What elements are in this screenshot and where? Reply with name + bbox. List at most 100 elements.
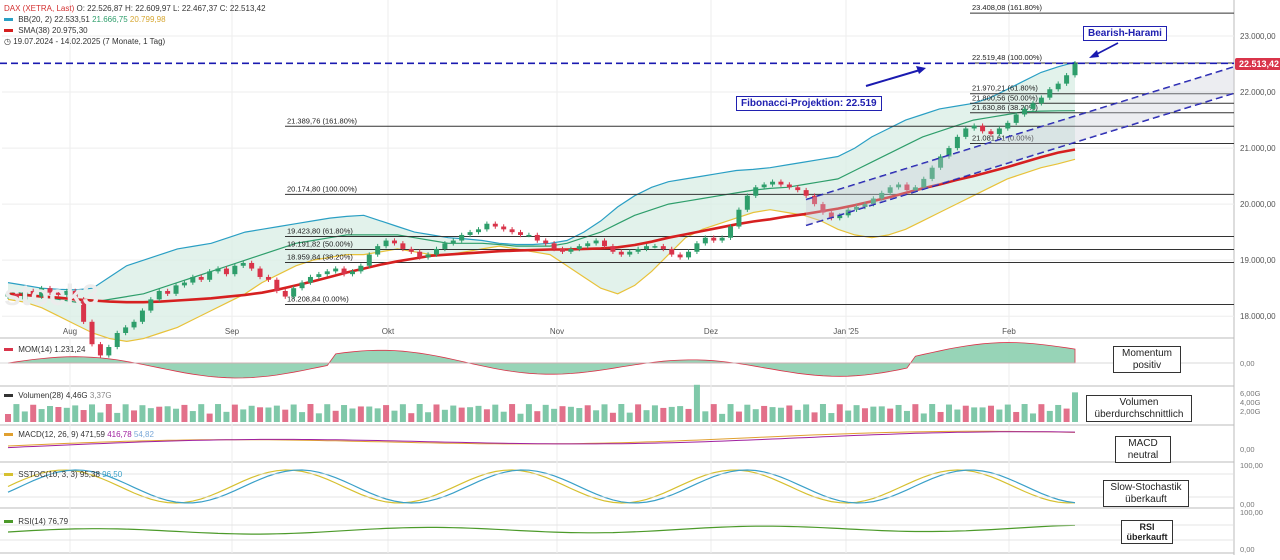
candle-body: [543, 240, 549, 244]
price-tick-label: 21.000,00: [1240, 144, 1276, 153]
candle-body: [702, 237, 708, 244]
candle-body: [711, 237, 717, 241]
volume-bar: [349, 408, 356, 422]
candle-body: [1030, 103, 1036, 109]
candle-body: [484, 223, 490, 230]
candle-body: [417, 251, 423, 258]
volume-bar: [1021, 404, 1028, 422]
macd-label: MACD(12, 26, 9): [18, 430, 79, 439]
candle-body: [207, 271, 213, 280]
price-tick-label: 20.000,00: [1240, 200, 1276, 209]
candle-body: [1005, 122, 1011, 129]
rsi-line: [7, 524, 1076, 535]
volume-bar: [971, 407, 978, 422]
candle-body: [602, 240, 608, 247]
fibonacci-label: 18.208,84 (0.00%): [287, 295, 349, 304]
volume-bar: [803, 404, 810, 422]
volume-bar: [1063, 408, 1070, 422]
sstoc-value-1: 95,38: [79, 470, 100, 479]
candle-body: [677, 254, 683, 258]
bb-lower-line: [7, 158, 1076, 343]
volume-bar: [55, 407, 62, 422]
price-tick-label: 22.000,00: [1240, 88, 1276, 97]
volume-bar: [861, 408, 868, 422]
volume-bar: [786, 405, 793, 422]
rsi-value: 76,79: [48, 517, 69, 526]
candle-body: [644, 246, 650, 249]
candle-body: [770, 181, 776, 185]
candle-body: [753, 187, 759, 196]
candle-body: [938, 156, 944, 168]
candle-body: [450, 240, 456, 244]
volume-bar: [307, 404, 314, 422]
volume-bar: [761, 405, 768, 422]
volume-bar: [105, 404, 112, 422]
volume-bar: [475, 405, 482, 422]
candle-body: [324, 271, 330, 275]
volume-bar: [618, 404, 625, 422]
sma-swatch: [4, 29, 13, 33]
candle-body: [1072, 63, 1078, 76]
candle-body: [912, 187, 918, 191]
fibonacci-label: 21.800,56 (50.00%): [972, 93, 1038, 102]
candle-body: [728, 226, 734, 238]
volume-bar: [962, 405, 969, 422]
fibonacci-label: 18.959,84 (38.20%): [287, 252, 353, 261]
bb-upper-line: [7, 61, 1076, 291]
arrow-bearish-head: [1089, 50, 1099, 58]
indicator-axis-label: 0,00: [1240, 500, 1255, 509]
fibonacci-label: 19.423,80 (61.80%): [287, 226, 353, 235]
volume-bar: [559, 406, 566, 422]
month-label: Okt: [382, 327, 395, 336]
bb-middle-line: [7, 110, 1076, 303]
volume-bar: [265, 407, 272, 422]
volume-bar: [5, 414, 11, 422]
candle-body: [627, 251, 633, 255]
momentum-note: Momentum positiv: [1113, 346, 1181, 373]
volume-bar: [21, 411, 28, 422]
month-label: Dez: [704, 327, 718, 336]
arrow-bearish: [1094, 42, 1119, 56]
rsi-swatch: [4, 520, 13, 524]
candle-body: [635, 248, 641, 252]
volume-bar: [198, 404, 205, 422]
candle-body: [820, 204, 826, 213]
candle-body: [887, 187, 893, 193]
stochastic-d-line: [7, 469, 1076, 504]
last-price-tag: 22.513,42: [1235, 58, 1280, 70]
month-label: Sep: [225, 327, 240, 336]
volume-bar: [727, 404, 734, 422]
ohlc-values: O: 22.526,87 H: 22.609,97 L: 22.467,37 C…: [76, 4, 266, 13]
candle-body: [459, 234, 465, 241]
month-label: Feb: [1002, 327, 1016, 336]
candle-body: [22, 290, 28, 300]
volume-bar: [357, 406, 364, 422]
channel-lower-line: [805, 92, 1235, 227]
candle-body: [47, 288, 53, 293]
volume-bar: [147, 408, 154, 422]
candle-body: [223, 268, 229, 275]
candle-body: [971, 125, 977, 129]
stochastic-note: Slow-Stochastik überkauft: [1103, 480, 1189, 507]
candle-body: [358, 265, 364, 272]
volume-bar: [416, 404, 423, 422]
volume-bar: [282, 409, 289, 422]
volume-bar: [593, 410, 600, 422]
volume-bar: [273, 405, 280, 422]
candle-body: [837, 215, 843, 219]
volume-bar: [912, 404, 919, 422]
candle-body: [249, 262, 255, 269]
volume-note: Volumen überdurchschnittlich: [1086, 395, 1192, 422]
candle-body: [568, 248, 574, 252]
volume-bar: [240, 409, 247, 422]
volume-bar: [887, 408, 894, 422]
volume-bar: [811, 412, 818, 422]
candle-body: [1022, 108, 1028, 115]
title: DAX (XETRA, Last): [4, 4, 75, 13]
bearish-harami-callout: Bearish-Harami: [1083, 26, 1167, 41]
mom-legend: MOM(14) 1.231,24: [4, 345, 85, 354]
volume-bar: [651, 405, 658, 422]
candle-body: [551, 243, 557, 249]
candle-body: [148, 299, 154, 311]
